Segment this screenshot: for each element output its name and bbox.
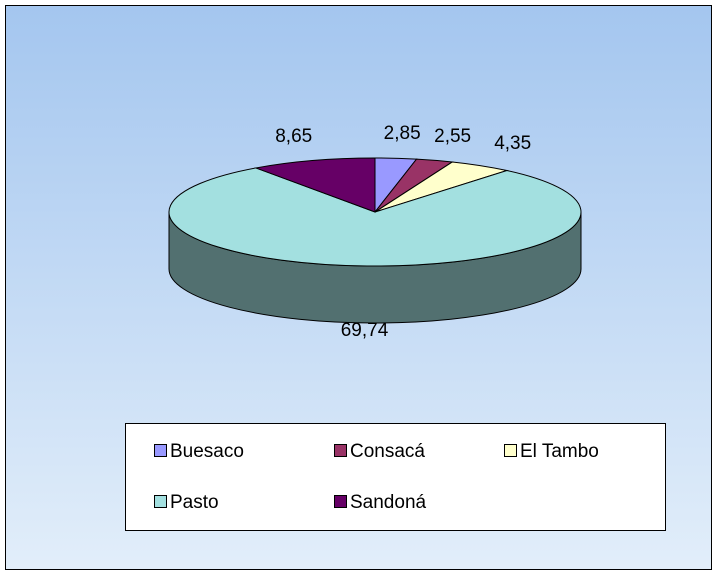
legend-label: Buesaco [170, 441, 244, 462]
data-label: 69,74 [341, 320, 389, 341]
legend-label: Pasto [170, 492, 219, 513]
data-label: 4,35 [494, 133, 531, 154]
legend-swatch [154, 495, 167, 508]
slice [168, 167, 582, 267]
legend-swatch [334, 495, 347, 508]
legend-swatch [334, 444, 347, 457]
data-label: 8,65 [275, 126, 312, 147]
legend-label: Sandoná [350, 492, 427, 513]
legend-box [125, 423, 666, 531]
legend-label: Consacá [350, 441, 425, 462]
data-label: 2,55 [434, 126, 471, 147]
slice [253, 157, 376, 213]
legend-label: El Tambo [520, 441, 599, 462]
legend-swatch [154, 444, 167, 457]
data-label: 2,85 [384, 123, 421, 144]
legend-swatch [504, 444, 517, 457]
